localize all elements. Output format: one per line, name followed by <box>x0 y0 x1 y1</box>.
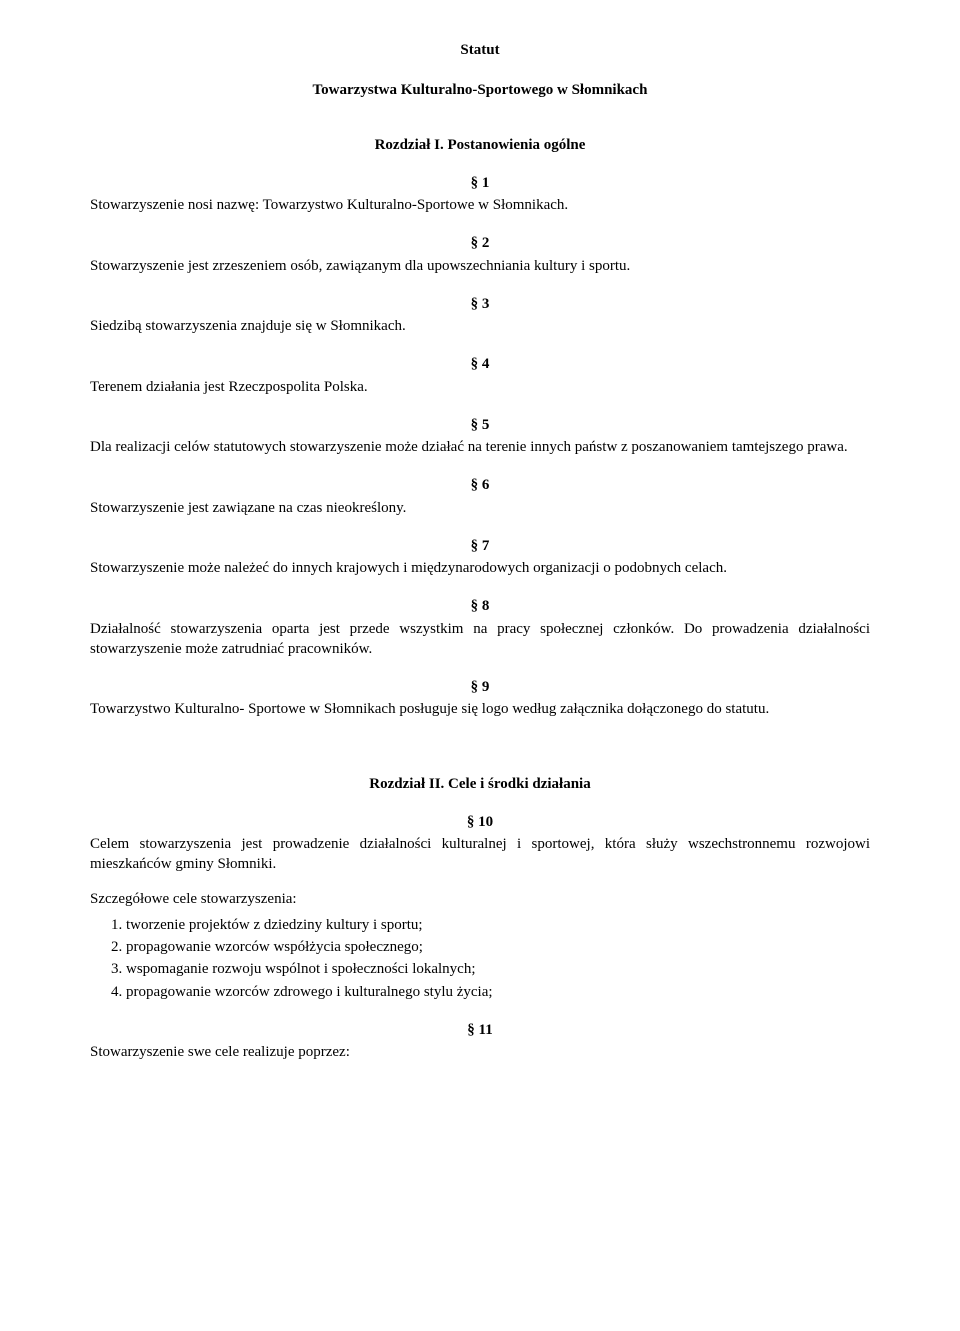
section-1: § 1 Stowarzyszenie nosi nazwę: Towarzyst… <box>90 173 870 216</box>
document-title: Statut <box>90 40 870 60</box>
section-number: § 5 <box>90 415 870 435</box>
chapter-2-heading: Rozdział II. Cele i środki działania <box>90 774 870 794</box>
section-text: Stowarzyszenie jest zrzeszeniem osób, za… <box>90 256 870 276</box>
section-2: § 2 Stowarzyszenie jest zrzeszeniem osób… <box>90 233 870 276</box>
list-item: wspomaganie rozwoju wspólnot i społeczno… <box>126 959 870 979</box>
section-3: § 3 Siedzibą stowarzyszenia znajduje się… <box>90 294 870 337</box>
section-text: Działalność stowarzyszenia oparta jest p… <box>90 619 870 660</box>
section-subheading: Szczegółowe cele stowarzyszenia: <box>90 889 870 909</box>
section-number: § 1 <box>90 173 870 193</box>
chapter-1-heading: Rozdział I. Postanowienia ogólne <box>90 135 870 155</box>
section-9: § 9 Towarzystwo Kulturalno- Sportowe w S… <box>90 677 870 720</box>
section-number: § 2 <box>90 233 870 253</box>
section-8: § 8 Działalność stowarzyszenia oparta je… <box>90 596 870 659</box>
section-number: § 4 <box>90 354 870 374</box>
section-number: § 6 <box>90 475 870 495</box>
goals-list: tworzenie projektów z dziedziny kultury … <box>126 915 870 1002</box>
document-subtitle: Towarzystwa Kulturalno-Sportowego w Słom… <box>90 80 870 100</box>
section-number: § 11 <box>90 1020 870 1040</box>
list-item: tworzenie projektów z dziedziny kultury … <box>126 915 870 935</box>
section-text: Dla realizacji celów statutowych stowarz… <box>90 437 870 457</box>
section-number: § 3 <box>90 294 870 314</box>
section-4: § 4 Terenem działania jest Rzeczpospolit… <box>90 354 870 397</box>
list-item: propagowanie wzorców współżycia społeczn… <box>126 937 870 957</box>
section-11: § 11 Stowarzyszenie swe cele realizuje p… <box>90 1020 870 1063</box>
section-7: § 7 Stowarzyszenie może należeć do innyc… <box>90 536 870 579</box>
section-number: § 10 <box>90 812 870 832</box>
section-text: Stowarzyszenie nosi nazwę: Towarzystwo K… <box>90 195 870 215</box>
section-text: Stowarzyszenie swe cele realizuje poprze… <box>90 1042 870 1062</box>
section-text: Celem stowarzyszenia jest prowadzenie dz… <box>90 834 870 875</box>
section-number: § 9 <box>90 677 870 697</box>
section-text: Stowarzyszenie jest zawiązane na czas ni… <box>90 498 870 518</box>
section-number: § 7 <box>90 536 870 556</box>
section-number: § 8 <box>90 596 870 616</box>
section-text: Stowarzyszenie może należeć do innych kr… <box>90 558 870 578</box>
section-text: Siedzibą stowarzyszenia znajduje się w S… <box>90 316 870 336</box>
section-text: Terenem działania jest Rzeczpospolita Po… <box>90 377 870 397</box>
section-5: § 5 Dla realizacji celów statutowych sto… <box>90 415 870 458</box>
document-title-block: Statut Towarzystwa Kulturalno-Sportowego… <box>90 40 870 101</box>
section-10: § 10 Celem stowarzyszenia jest prowadzen… <box>90 812 870 1002</box>
section-6: § 6 Stowarzyszenie jest zawiązane na cza… <box>90 475 870 518</box>
section-text: Towarzystwo Kulturalno- Sportowe w Słomn… <box>90 699 870 719</box>
list-item: propagowanie wzorców zdrowego i kultural… <box>126 982 870 1002</box>
